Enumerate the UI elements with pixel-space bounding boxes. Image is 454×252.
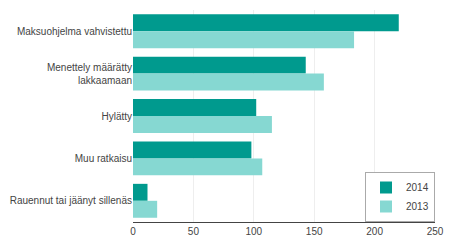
svg-text:150: 150 [306, 226, 323, 237]
svg-text:Hylätty: Hylätty [101, 111, 132, 122]
svg-text:50: 50 [188, 226, 200, 237]
svg-text:2014: 2014 [406, 182, 429, 193]
svg-text:2013: 2013 [406, 201, 429, 212]
svg-text:250: 250 [427, 226, 444, 237]
svg-text:Rauennut tai jäänyt sillenäs: Rauennut tai jäänyt sillenäs [10, 195, 132, 206]
svg-text:100: 100 [245, 226, 262, 237]
svg-text:200: 200 [366, 226, 383, 237]
svg-text:Maksuohjelma vahvistettu: Maksuohjelma vahvistettu [17, 26, 132, 37]
svg-text:Menettely määrättylakkaamaan: Menettely määrättylakkaamaan [47, 62, 132, 86]
svg-text:0: 0 [130, 226, 136, 237]
svg-text:Muu ratkaisu: Muu ratkaisu [75, 153, 132, 164]
